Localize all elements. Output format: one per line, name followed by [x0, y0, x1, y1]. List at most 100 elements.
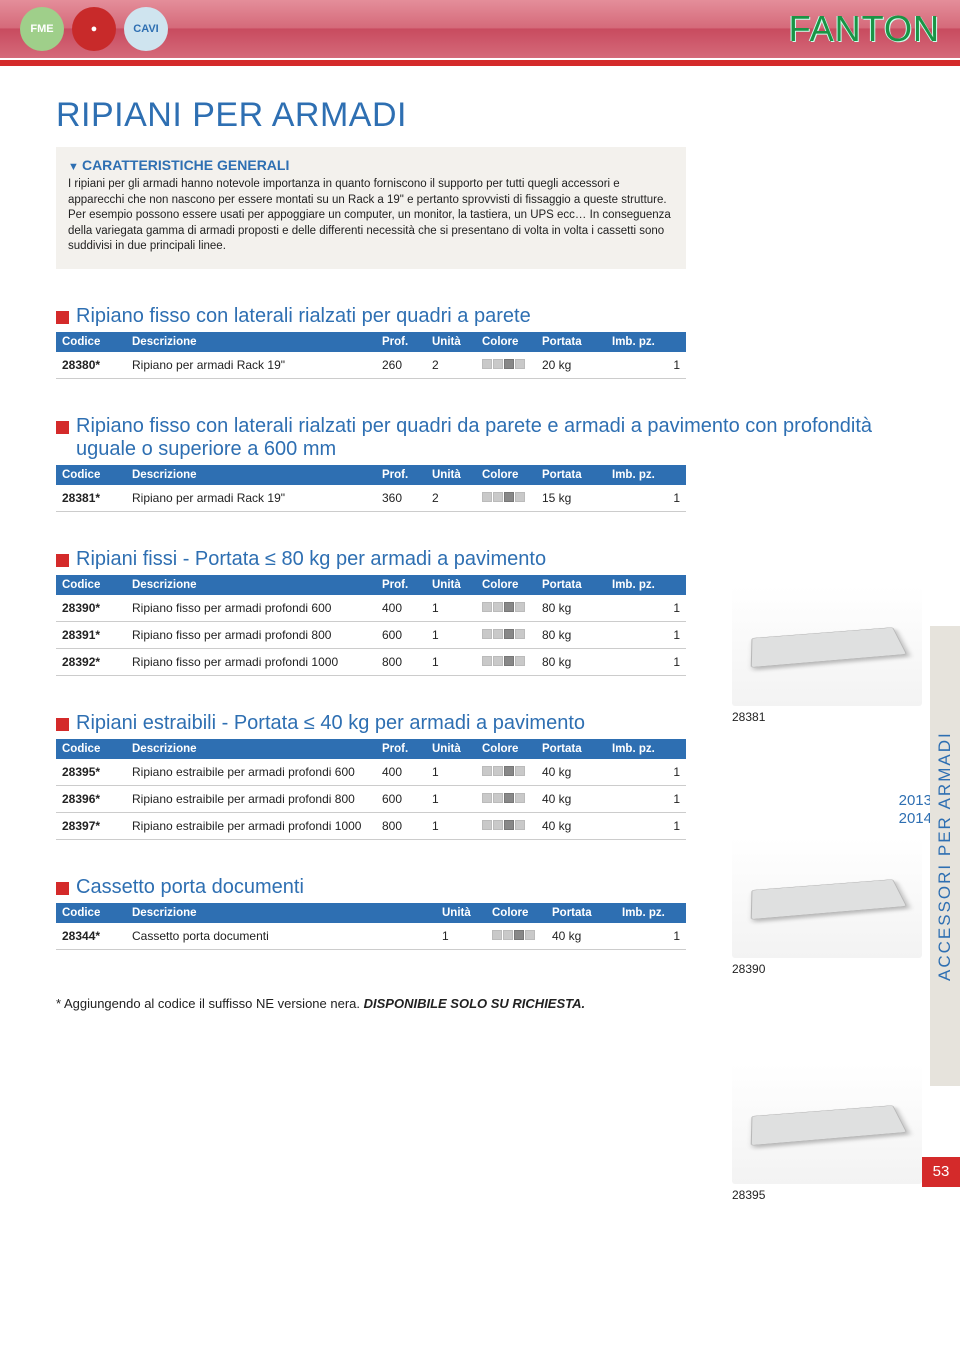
cell-desc: Ripiano estraibile per armadi profondi 1… [126, 812, 376, 839]
table-row: 28391* Ripiano fisso per armadi profondi… [56, 621, 686, 648]
th-pack: Imb. pz. [616, 903, 686, 923]
cell-code: 28391* [56, 621, 126, 648]
cell-cap: 40 kg [546, 923, 616, 950]
th-cap: Portata [536, 465, 606, 485]
table-row: 28392* Ripiano fisso per armadi profondi… [56, 648, 686, 675]
th-cap: Portata [536, 332, 606, 352]
cell-cap: 40 kg [536, 785, 606, 812]
characteristics-heading: CARATTERISTICHE GENERALI [68, 157, 674, 173]
cell-code: 28380* [56, 352, 126, 379]
section: Ripiano fisso con laterali rialzati per … [56, 415, 904, 512]
cell-desc: Ripiano fisso per armadi profondi 1000 [126, 648, 376, 675]
cell-desc: Ripiano fisso per armadi profondi 800 [126, 621, 376, 648]
side-tab: ACCESSORI PER ARMADI [930, 626, 960, 1086]
cell-pack: 1 [606, 648, 686, 675]
th-prof: Prof. [376, 739, 426, 759]
th-color: Colore [476, 739, 536, 759]
th-unit: Unità [426, 332, 476, 352]
cell-pack: 1 [606, 759, 686, 786]
table-row: 28381* Ripiano per armadi Rack 19" 360 2… [56, 485, 686, 512]
th-desc: Descrizione [126, 465, 376, 485]
image-label: 28381 [732, 710, 932, 724]
th-unit: Unità [426, 739, 476, 759]
cell-color [476, 759, 536, 786]
th-pack: Imb. pz. [606, 465, 686, 485]
cell-desc: Ripiano per armadi Rack 19" [126, 485, 376, 512]
cell-pack: 1 [616, 923, 686, 950]
cell-desc: Cassetto porta documenti [126, 923, 436, 950]
header-badges: FME ● CAVI [20, 7, 168, 51]
section-title: Ripiano fisso con laterali rialzati per … [56, 305, 904, 328]
cell-cap: 80 kg [536, 621, 606, 648]
cell-cap: 20 kg [536, 352, 606, 379]
cell-unit: 1 [426, 812, 476, 839]
th-prof: Prof. [376, 575, 426, 595]
th-prof: Prof. [376, 465, 426, 485]
cell-unit: 1 [426, 759, 476, 786]
table-row: 28344* Cassetto porta documenti 1 40 kg … [56, 923, 686, 950]
product-image [732, 1064, 922, 1184]
cell-pack: 1 [606, 621, 686, 648]
th-color: Colore [486, 903, 546, 923]
page-title: RIPIANI PER ARMADI [56, 96, 904, 135]
cell-prof: 600 [376, 621, 426, 648]
cell-color [476, 621, 536, 648]
cell-prof: 800 [376, 648, 426, 675]
image-column: 28381 20132014 28390 28395 [732, 586, 932, 1230]
footnote-em: DISPONIBILE SOLO SU RICHIESTA. [364, 996, 586, 1011]
cell-prof: 360 [376, 485, 426, 512]
cell-pack: 1 [606, 595, 686, 622]
cell-code: 28396* [56, 785, 126, 812]
cell-desc: Ripiano estraibile per armadi profondi 6… [126, 759, 376, 786]
cell-pack: 1 [606, 485, 686, 512]
characteristics-box: CARATTERISTICHE GENERALI I ripiani per g… [56, 147, 686, 269]
th-pack: Imb. pz. [606, 575, 686, 595]
th-cap: Portata [536, 575, 606, 595]
table-row: 28396* Ripiano estraibile per armadi pro… [56, 785, 686, 812]
cell-code: 28381* [56, 485, 126, 512]
th-code: Codice [56, 575, 126, 595]
image-label: 28390 [732, 962, 932, 976]
cell-code: 28397* [56, 812, 126, 839]
table-row: 28390* Ripiano fisso per armadi profondi… [56, 595, 686, 622]
th-unit: Unità [426, 465, 476, 485]
cell-color [476, 785, 536, 812]
th-unit: Unità [436, 903, 486, 923]
image-label: 28395 [732, 1188, 932, 1202]
badge-mid: ● [72, 7, 116, 51]
cell-prof: 600 [376, 785, 426, 812]
cell-prof: 260 [376, 352, 426, 379]
top-header: FME ● CAVI FANTON [0, 0, 960, 58]
th-code: Codice [56, 332, 126, 352]
th-unit: Unità [426, 575, 476, 595]
cell-color [476, 648, 536, 675]
cell-unit: 1 [426, 621, 476, 648]
characteristics-text: I ripiani per gli armadi hanno notevole … [68, 177, 674, 255]
th-desc: Descrizione [126, 575, 376, 595]
cell-pack: 1 [606, 785, 686, 812]
data-table: Codice Descrizione Prof. Unità Colore Po… [56, 739, 686, 840]
cell-code: 28344* [56, 923, 126, 950]
th-code: Codice [56, 739, 126, 759]
cell-unit: 1 [426, 595, 476, 622]
cell-unit: 2 [426, 485, 476, 512]
th-pack: Imb. pz. [606, 739, 686, 759]
cell-unit: 1 [426, 785, 476, 812]
cell-cap: 80 kg [536, 648, 606, 675]
th-desc: Descrizione [126, 903, 436, 923]
badge-cavi: CAVI [124, 7, 168, 51]
cell-color [486, 923, 546, 950]
cell-desc: Ripiano fisso per armadi profondi 600 [126, 595, 376, 622]
th-desc: Descrizione [126, 739, 376, 759]
product-image [732, 586, 922, 706]
cell-color [476, 595, 536, 622]
section: Ripiano fisso con laterali rialzati per … [56, 305, 904, 379]
th-color: Colore [476, 332, 536, 352]
th-color: Colore [476, 575, 536, 595]
th-prof: Prof. [376, 332, 426, 352]
cell-color [476, 485, 536, 512]
cell-pack: 1 [606, 812, 686, 839]
data-table: Codice Descrizione Prof. Unità Colore Po… [56, 465, 686, 512]
footnote-text: * Aggiungendo al codice il suffisso NE v… [56, 996, 364, 1011]
cell-unit: 1 [426, 648, 476, 675]
